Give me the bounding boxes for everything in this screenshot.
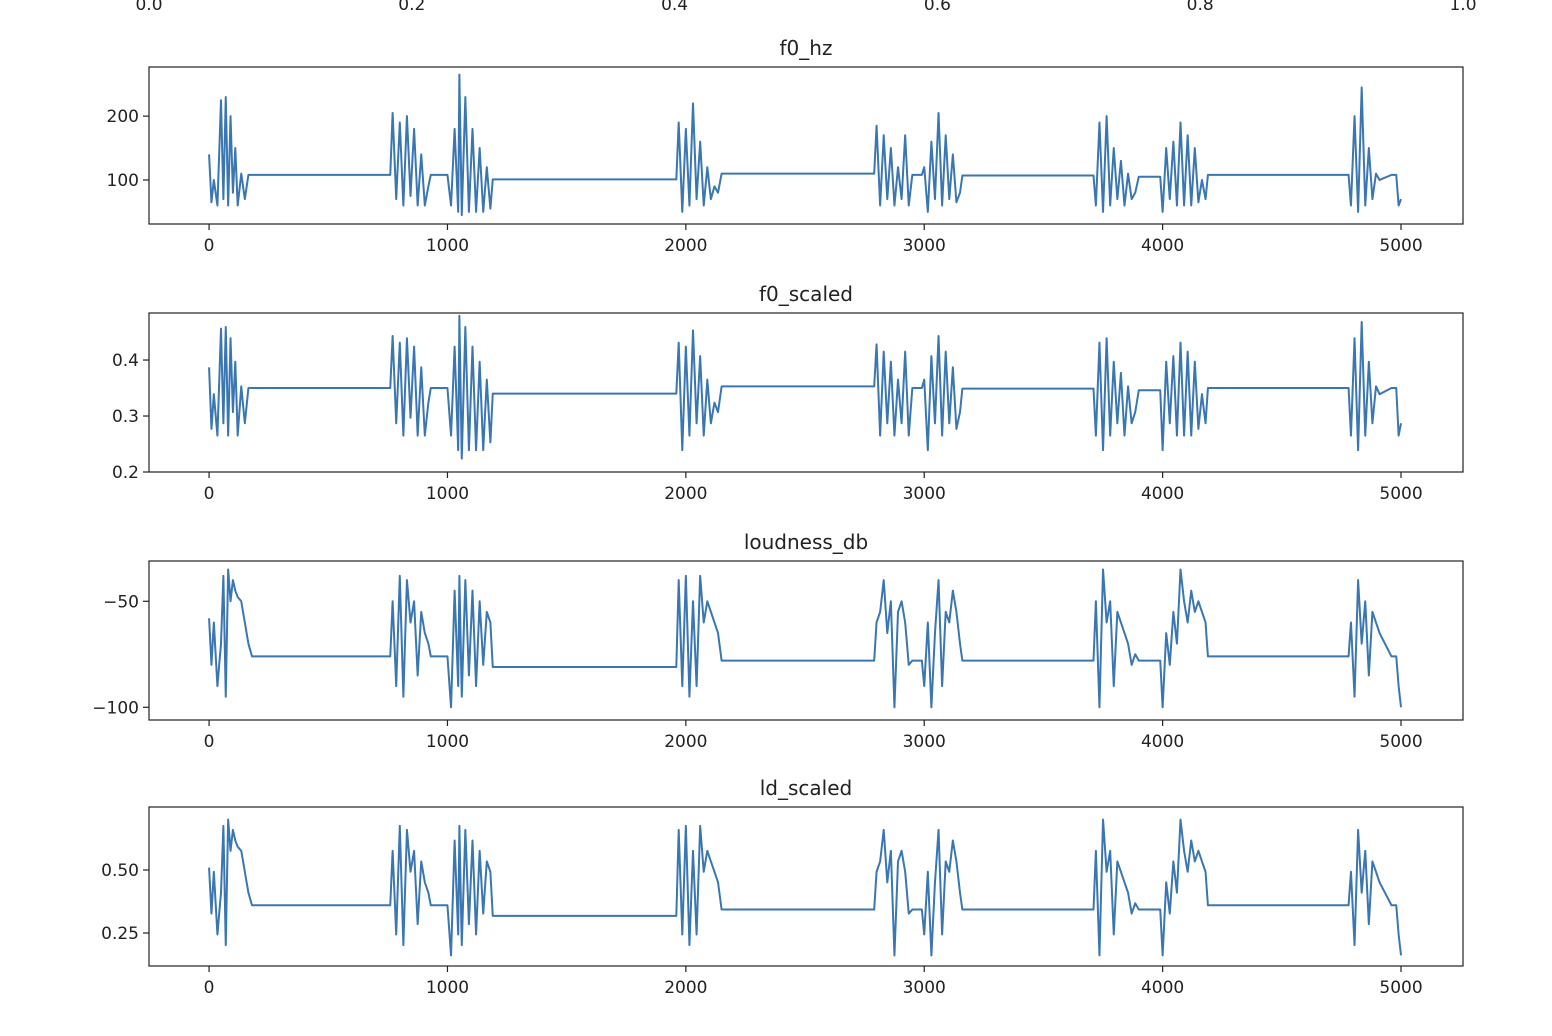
subplot-title: f0_scaled [759, 282, 853, 306]
x-tick-label: 5000 [1379, 978, 1422, 998]
axes-frame [148, 66, 1464, 225]
y-tick-label: 0.2 [112, 463, 139, 483]
signal-line [208, 568, 1403, 709]
subplot-title: f0_hz [780, 36, 833, 60]
x-tick-label: 0 [204, 236, 215, 256]
subplot-title: loudness_db [744, 530, 868, 554]
x-tick-label: 0.6 [924, 0, 951, 15]
axes-frame [148, 312, 1464, 473]
x-tick-label: 4000 [1141, 236, 1184, 256]
signal-line [208, 73, 1402, 217]
x-tick-label: 2000 [664, 236, 707, 256]
axes-frame [148, 560, 1464, 721]
x-tick-label: 4000 [1141, 484, 1184, 504]
x-tick-label: 1000 [426, 484, 469, 504]
x-tick-label: 0 [204, 484, 215, 504]
x-tick-label: 1000 [426, 978, 469, 998]
x-tick-label: 1.0 [1449, 0, 1476, 15]
x-tick-label: 0.0 [135, 0, 162, 15]
x-tick-label: 5000 [1379, 236, 1422, 256]
x-tick-label: 5000 [1379, 732, 1422, 752]
x-tick-label: 3000 [903, 978, 946, 998]
x-tick-label: 0 [204, 732, 215, 752]
y-tick-label: −50 [103, 592, 139, 612]
x-tick-label: 0.4 [661, 0, 688, 15]
signal-line [208, 818, 1403, 957]
x-tick-label: 4000 [1141, 732, 1184, 752]
y-tick-label: 200 [107, 107, 139, 127]
axes-frame [148, 806, 1464, 967]
x-tick-label: 1000 [426, 236, 469, 256]
x-tick-label: 5000 [1379, 484, 1422, 504]
y-tick-label: 0.50 [101, 861, 139, 881]
y-tick-label: −100 [92, 698, 139, 718]
x-tick-label: 3000 [903, 236, 946, 256]
x-tick-label: 0 [204, 978, 215, 998]
x-tick-label: 3000 [903, 732, 946, 752]
y-tick-label: 100 [107, 171, 139, 191]
x-tick-label: 4000 [1141, 978, 1184, 998]
subplot-title: ld_scaled [760, 776, 852, 800]
x-tick-label: 0.2 [398, 0, 425, 15]
x-tick-label: 2000 [664, 978, 707, 998]
x-tick-label: 2000 [664, 732, 707, 752]
x-tick-label: 2000 [664, 484, 707, 504]
signal-line [208, 314, 1403, 460]
y-tick-label: 0.3 [112, 407, 139, 427]
x-tick-label: 0.8 [1187, 0, 1214, 15]
y-tick-label: 0.25 [101, 924, 139, 944]
x-tick-label: 1000 [426, 732, 469, 752]
y-tick-label: 0.4 [112, 351, 139, 371]
x-tick-label: 3000 [903, 484, 946, 504]
